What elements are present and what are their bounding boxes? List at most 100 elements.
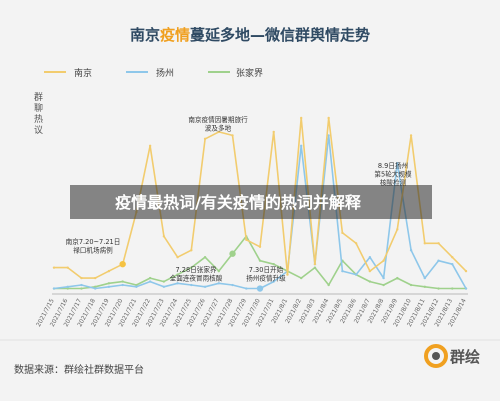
data-point-nanjing xyxy=(354,242,358,245)
legend-label-nanjing: 南京 xyxy=(74,67,92,79)
logo-text: 群绘 xyxy=(450,348,480,366)
data-point-yangzhou xyxy=(464,287,468,290)
data-point-yangzhou xyxy=(176,282,179,285)
legend-label-yangzhou: 扬州 xyxy=(156,67,174,79)
data-point-yangzhou xyxy=(451,262,454,266)
data-point-yangzhou xyxy=(245,287,248,290)
data-point-zhangjiajie xyxy=(135,283,138,287)
data-point-yangzhou xyxy=(231,283,234,287)
data-point-nanjing xyxy=(80,276,83,280)
data-point-zhangjiajie xyxy=(258,259,262,262)
data-point-yangzhou xyxy=(382,276,385,280)
data-point-nanjing xyxy=(176,256,179,259)
data-point-zhangjiajie xyxy=(107,282,111,285)
data-point-yangzhou xyxy=(135,285,138,288)
data-point-zhangjiajie xyxy=(121,280,124,283)
data-point-yangzhou xyxy=(354,273,358,276)
data-point-nanjing xyxy=(423,242,426,245)
data-point-yangzhou xyxy=(66,285,69,288)
data-point-yangzhou xyxy=(217,282,220,285)
data-point-zhangjiajie xyxy=(94,285,97,288)
annotation-layer: 南京7.20~7.21日禄口机场病例 南京疫情因暑期旅行波及多地 7.28日张家界全… xyxy=(66,115,412,292)
data-point-nanjing xyxy=(327,116,330,120)
banner-text: 疫情最热词/有关疫情的热词并解释 xyxy=(115,193,362,212)
legend: 南京 扬州 张家界 xyxy=(44,67,263,79)
title-part1: 南京 xyxy=(130,26,160,44)
data-point-zhangjiajie xyxy=(409,283,413,287)
annotation-dot-2 xyxy=(229,250,236,257)
banner-background xyxy=(70,185,432,219)
data-point-zhangjiajie xyxy=(300,276,303,280)
data-point-zhangjiajie xyxy=(66,287,69,290)
y-axis-label: 群聊热议 xyxy=(34,91,43,136)
data-point-yangzhou xyxy=(80,283,83,287)
data-point-zhangjiajie xyxy=(190,266,193,269)
data-point-nanjing xyxy=(341,231,344,235)
data-point-yangzhou xyxy=(121,283,124,287)
data-point-zhangjiajie xyxy=(313,266,317,269)
data-point-nanjing xyxy=(258,245,262,248)
data-point-yangzhou xyxy=(162,285,166,288)
data-point-nanjing xyxy=(107,269,111,273)
annotation-3: 7.30日开始扬州疫情升级 xyxy=(246,265,286,283)
annotation-dot-0 xyxy=(119,260,126,268)
data-point-nanjing xyxy=(52,266,56,269)
data-point-nanjing xyxy=(217,130,220,134)
data-point-yangzhou xyxy=(148,280,152,283)
data-point-zhangjiajie xyxy=(368,280,372,283)
data-point-zhangjiajie xyxy=(148,276,152,280)
data-point-yangzhou xyxy=(107,285,111,288)
data-source: 数据来源：群绘社群数据平台 xyxy=(14,363,144,376)
data-point-nanjing xyxy=(66,266,69,269)
data-point-yangzhou xyxy=(368,256,372,259)
data-point-nanjing xyxy=(464,269,468,273)
data-point-nanjing xyxy=(94,276,97,280)
data-point-nanjing xyxy=(148,144,152,148)
data-point-yangzhou xyxy=(52,287,56,290)
annotation-2: 7.28日张家界全面连夜冒雨核酸 xyxy=(170,265,223,283)
data-point-yangzhou xyxy=(341,269,344,273)
logo-icon xyxy=(424,344,448,368)
data-point-zhangjiajie xyxy=(437,287,440,290)
data-point-nanjing xyxy=(437,242,440,245)
data-point-zhangjiajie xyxy=(80,287,83,290)
data-point-nanjing xyxy=(162,235,166,238)
data-point-nanjing xyxy=(409,134,413,137)
data-point-zhangjiajie xyxy=(217,269,220,273)
data-point-zhangjiajie xyxy=(327,283,330,287)
data-point-zhangjiajie xyxy=(396,276,399,280)
data-point-yangzhou xyxy=(423,276,426,280)
data-point-zhangjiajie xyxy=(272,262,275,266)
data-point-zhangjiajie xyxy=(382,283,385,287)
annotation-4: 8.9日扬州第5轮大规模核酸检测 xyxy=(374,161,412,187)
data-point-yangzhou xyxy=(300,144,303,148)
data-point-zhangjiajie xyxy=(203,256,207,259)
data-point-zhangjiajie xyxy=(423,285,426,288)
data-point-yangzhou xyxy=(437,259,440,262)
data-point-yangzhou xyxy=(396,162,399,165)
data-point-yangzhou xyxy=(190,283,193,287)
data-point-nanjing xyxy=(231,134,234,137)
data-point-nanjing xyxy=(272,130,275,134)
data-point-yangzhou xyxy=(94,287,97,290)
data-point-zhangjiajie xyxy=(162,280,166,283)
annotation-dot-3 xyxy=(256,285,264,292)
logo-icon-core xyxy=(432,352,440,360)
data-point-yangzhou xyxy=(327,134,330,137)
data-point-nanjing xyxy=(245,238,248,241)
data-point-nanjing xyxy=(203,137,207,141)
title-part2: 蔓延多地—微信群舆情走势 xyxy=(190,26,370,44)
overlay-banner: 疫情最热词/有关疫情的热词并解释 xyxy=(70,185,432,219)
title-highlight: 疫情 xyxy=(160,26,190,44)
data-point-yangzhou xyxy=(203,285,207,288)
legend-label-zhangjiajie: 张家界 xyxy=(236,67,263,79)
data-point-nanjing xyxy=(382,259,385,262)
data-point-zhangjiajie xyxy=(176,273,179,276)
data-point-yangzhou xyxy=(272,280,275,283)
data-point-nanjing xyxy=(190,249,193,252)
logo: 群绘 xyxy=(424,344,480,368)
annotation-0: 南京7.20~7.21日禄口机场病例 xyxy=(66,237,121,255)
data-point-nanjing xyxy=(451,256,454,259)
data-point-nanjing xyxy=(286,273,289,276)
